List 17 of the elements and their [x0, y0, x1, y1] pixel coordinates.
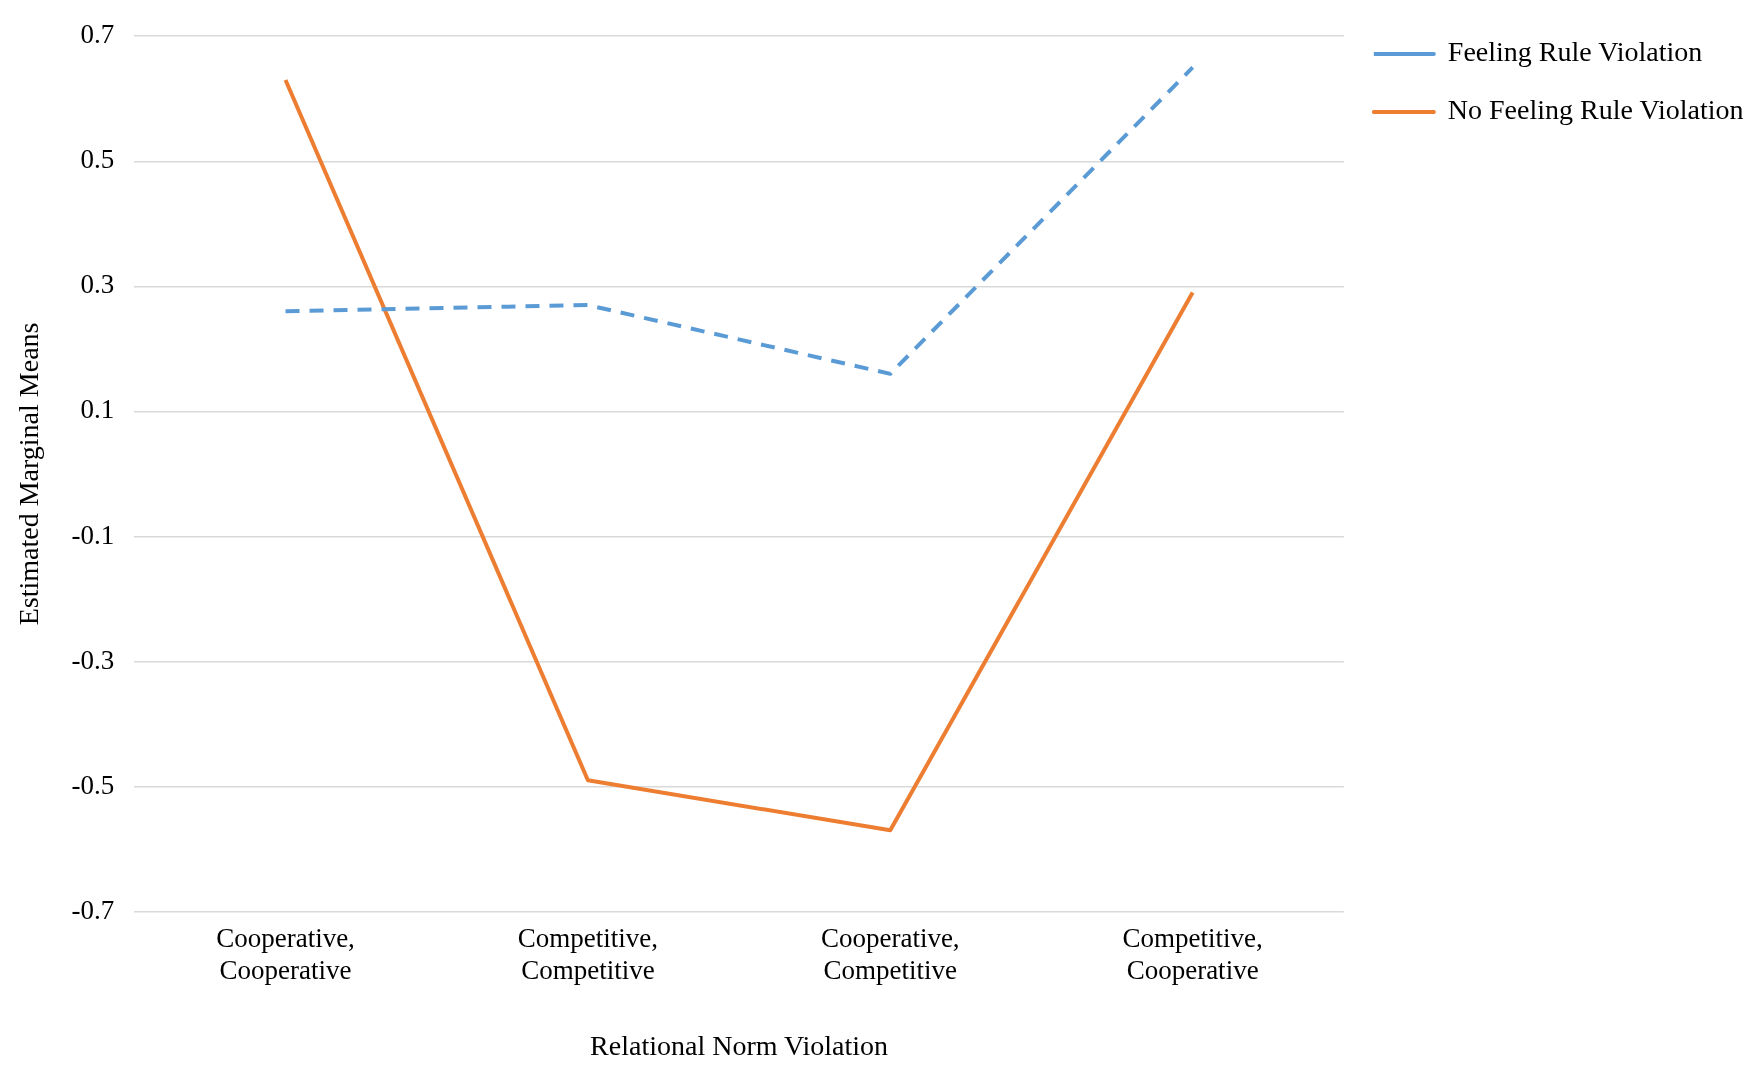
x-tick-label: Cooperative, Cooperative [216, 922, 355, 986]
y-axis-title: Estimated Marginal Means [13, 322, 45, 626]
y-tick-label: 0.1 [80, 394, 115, 425]
y-tick-label: 0.5 [80, 144, 115, 175]
legend-label: No Feeling Rule Violation [1447, 94, 1744, 126]
x-tick-label: Competitive, Cooperative [1122, 922, 1263, 986]
y-tick-label: 0.7 [80, 19, 115, 50]
legend-label: Feeling Rule Violation [1447, 36, 1703, 68]
x-tick-label: Cooperative, Competitive [820, 922, 960, 986]
y-tick-label: -0.1 [71, 519, 115, 550]
y-tick-label: -0.7 [71, 894, 115, 925]
line-series [283, 65, 1195, 376]
x-axis-title: Relational Norm Violation [590, 1029, 889, 1061]
y-tick-label: -0.5 [71, 769, 115, 800]
x-tick-label: Competitive, Competitive [517, 922, 659, 986]
y-tick-label: 0.3 [80, 269, 115, 300]
y-tick-label: -0.3 [71, 644, 115, 675]
